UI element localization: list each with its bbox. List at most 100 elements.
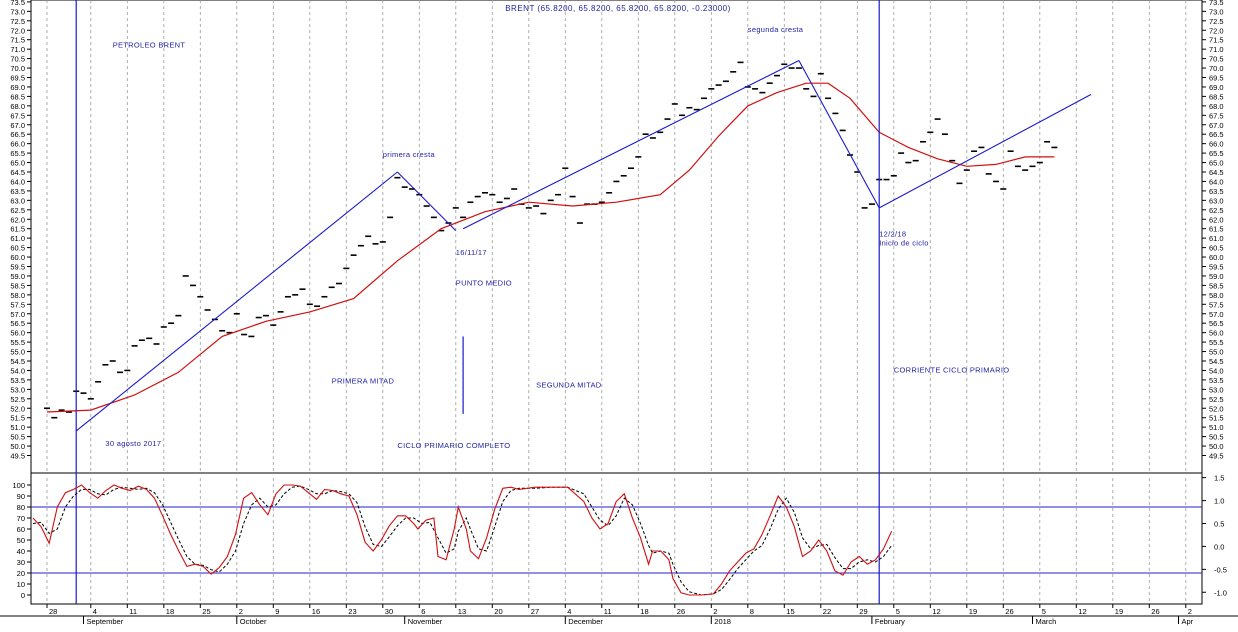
x-tick-label: 2 — [1188, 607, 1192, 616]
x-tick-label: 9 — [275, 607, 279, 616]
grid-lines — [46, 0, 1187, 604]
y-tick-label-right: 64.0 — [1209, 177, 1224, 186]
y-tick-label-right: 49.5 — [1209, 452, 1224, 461]
x-tick-label: 5 — [896, 607, 900, 616]
osc-tick-label-left: 40 — [17, 547, 25, 556]
y-tick-label-right: 72.5 — [1209, 17, 1224, 26]
y-tick-label-left: 73.0 — [10, 7, 25, 16]
x-axis: 28 4 11 18 25 2 9 16 23 30 6 13 20 27 4 11 18 26 2 8 15 22 29 5… — [46, 604, 1194, 626]
osc-tick-label-right: -0.5 — [1214, 565, 1227, 574]
y-tick-label-right: 57.0 — [1209, 310, 1224, 319]
y-tick-label-right: 69.5 — [1209, 74, 1224, 83]
y-tick-label-left: 66.5 — [10, 130, 25, 139]
osc-tick-label-left: 70 — [17, 514, 25, 523]
y-tick-label-left: 57.0 — [10, 310, 25, 319]
x-tick-label: 12 — [1078, 607, 1086, 616]
osc-tick-label-left: 90 — [17, 492, 25, 501]
month-label: November — [408, 617, 443, 626]
month-label: February — [875, 617, 905, 626]
y-tick-label-left: 73.5 — [10, 0, 25, 7]
x-tick-label: 26 — [1151, 607, 1159, 616]
x-tick-label: 30 — [385, 607, 393, 616]
annotation-label: PRIMERA MITAD — [332, 377, 395, 386]
y-tick-label-left: 50.0 — [10, 442, 25, 451]
x-tick-label: 13 — [458, 607, 466, 616]
x-tick-label: 23 — [348, 607, 356, 616]
x-tick-label: 22 — [823, 607, 831, 616]
y-tick-label-left: 58.0 — [10, 291, 25, 300]
y-tick-label-right: 66.5 — [1209, 130, 1224, 139]
x-tick-label: 5 — [1042, 607, 1046, 616]
y-tick-label-right: 50.5 — [1209, 433, 1224, 442]
y-tick-label-right: 59.0 — [1209, 272, 1224, 281]
y-tick-label-right: 64.5 — [1209, 168, 1224, 177]
y-tick-label-left: 65.5 — [10, 149, 25, 158]
y-tick-label-left: 56.0 — [10, 329, 25, 338]
y-tick-label-right: 68.0 — [1209, 102, 1224, 111]
annotation-label: SEGUNDA MITAD — [536, 380, 602, 389]
osc-tick-label-right: 0.0 — [1214, 542, 1224, 551]
y-tick-label-right: 70.0 — [1209, 64, 1224, 73]
osc-tick-label-left: 60 — [17, 525, 25, 534]
x-tick-label: 26 — [677, 607, 685, 616]
x-tick-label: 8 — [750, 607, 754, 616]
x-tick-label: 6 — [421, 607, 425, 616]
y-tick-label-right: 57.5 — [1209, 300, 1224, 309]
x-tick-label: 16 — [312, 607, 320, 616]
y-tick-label-left: 60.0 — [10, 253, 25, 262]
annotations: PETROLEO BRENT primera cresta segunda cres… — [105, 25, 1009, 450]
osc-tick-label-right: -1.0 — [1214, 588, 1227, 597]
y-tick-label-left: 72.5 — [10, 17, 25, 26]
annotation-label: CORRIENTE CICLO PRIMARIO — [894, 365, 1010, 374]
month-label: October — [240, 617, 267, 626]
x-tick-label: 19 — [1115, 607, 1123, 616]
y-tick-label-right: 50.0 — [1209, 442, 1224, 451]
x-tick-label: 25 — [202, 607, 210, 616]
x-tick-label: 18 — [640, 607, 648, 616]
x-tick-label: 2 — [239, 607, 243, 616]
y-tick-label-right: 53.0 — [1209, 385, 1224, 394]
price-y-axis: 49.5 49.550.0 50.050.5 50.551.0 51.051.5 51.5… — [10, 0, 1223, 461]
osc-tick-label-right: 0.5 — [1214, 520, 1224, 529]
y-tick-label-right: 68.5 — [1209, 92, 1224, 101]
osc-tick-label-left: 20 — [17, 569, 25, 578]
y-tick-label-right: 67.0 — [1209, 121, 1224, 130]
y-tick-label-left: 53.0 — [10, 385, 25, 394]
y-tick-label-left: 64.5 — [10, 168, 25, 177]
x-tick-label: 27 — [531, 607, 539, 616]
y-tick-label-left: 60.5 — [10, 244, 25, 253]
y-tick-label-left: 59.0 — [10, 272, 25, 281]
y-tick-label-right: 70.5 — [1209, 55, 1224, 64]
y-tick-label-right: 71.0 — [1209, 45, 1224, 54]
y-tick-label-right: 69.0 — [1209, 83, 1224, 92]
y-tick-label-right: 72.0 — [1209, 26, 1224, 35]
y-tick-label-left: 71.0 — [10, 45, 25, 54]
y-tick-label-left: 53.5 — [10, 376, 25, 385]
y-tick-label-left: 54.5 — [10, 357, 25, 366]
osc-tick-label-left: 0 — [21, 591, 25, 600]
y-tick-label-left: 55.0 — [10, 348, 25, 357]
y-tick-label-left: 68.0 — [10, 102, 25, 111]
oscillator-series — [32, 484, 893, 596]
y-tick-label-left: 49.5 — [10, 452, 25, 461]
y-tick-label-left: 58.5 — [10, 281, 25, 290]
month-label: September — [87, 617, 124, 626]
y-tick-label-left: 56.5 — [10, 319, 25, 328]
annotation-label: primera cresta — [383, 150, 436, 159]
y-tick-label-left: 68.5 — [10, 92, 25, 101]
annotation-label: Inicio de ciclo — [879, 239, 929, 248]
osc-tick-label-left: 30 — [17, 558, 25, 567]
osc-tick-label-right: 1.0 — [1214, 497, 1224, 506]
annotation-label: segunda cresta — [748, 25, 804, 34]
price-series — [44, 61, 1058, 419]
y-tick-label-right: 73.0 — [1209, 7, 1224, 16]
x-tick-label: 26 — [1005, 607, 1013, 616]
trend-line — [75, 171, 398, 432]
moving-average-line — [46, 82, 1055, 413]
x-tick-label: 12 — [932, 607, 940, 616]
y-tick-label-right: 56.5 — [1209, 319, 1224, 328]
osc-tick-label-left: 80 — [17, 503, 25, 512]
y-tick-label-right: 60.5 — [1209, 244, 1224, 253]
y-tick-label-left: 52.0 — [10, 404, 25, 413]
y-tick-label-left: 67.5 — [10, 111, 25, 120]
